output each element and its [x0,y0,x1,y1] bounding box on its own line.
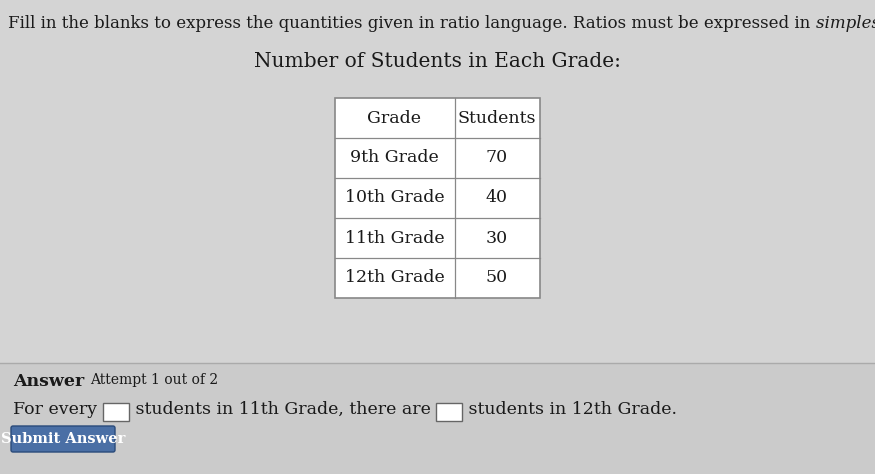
Text: Grade: Grade [368,109,422,127]
Bar [334,98,540,298]
Text: 9th Grade: 9th Grade [350,149,439,166]
Text: Submit Answer: Submit Answer [1,432,125,446]
Text: Answer: Answer [13,373,84,390]
Text: For every: For every [13,401,102,418]
Bar [102,403,129,421]
Text: 10th Grade: 10th Grade [345,190,444,207]
Bar [0,363,875,474]
Text: students in 11th Grade, there are: students in 11th Grade, there are [130,401,436,418]
Bar [334,98,540,298]
Text: Answer: Answer [13,373,84,390]
Bar [436,403,462,421]
Text: Number of Students in Each Grade:: Number of Students in Each Grade: [254,52,620,71]
Text: 40: 40 [486,190,508,207]
Text: 70: 70 [486,149,508,166]
Text: Students: Students [458,109,536,127]
Text: students in 12th Grade.: students in 12th Grade. [463,401,677,418]
FancyBboxPatch shape [11,426,115,452]
Text: 30: 30 [486,229,508,246]
Text: 50: 50 [486,270,508,286]
Text: Attempt 1 out of 2: Attempt 1 out of 2 [90,373,219,387]
Text: Fill in the blanks to express the quantities given in ratio language. Ratios mus: Fill in the blanks to express the quanti… [8,15,816,32]
Text: 11th Grade: 11th Grade [345,229,444,246]
Text: simplest form.: simplest form. [816,15,875,32]
Text: 12th Grade: 12th Grade [345,270,444,286]
